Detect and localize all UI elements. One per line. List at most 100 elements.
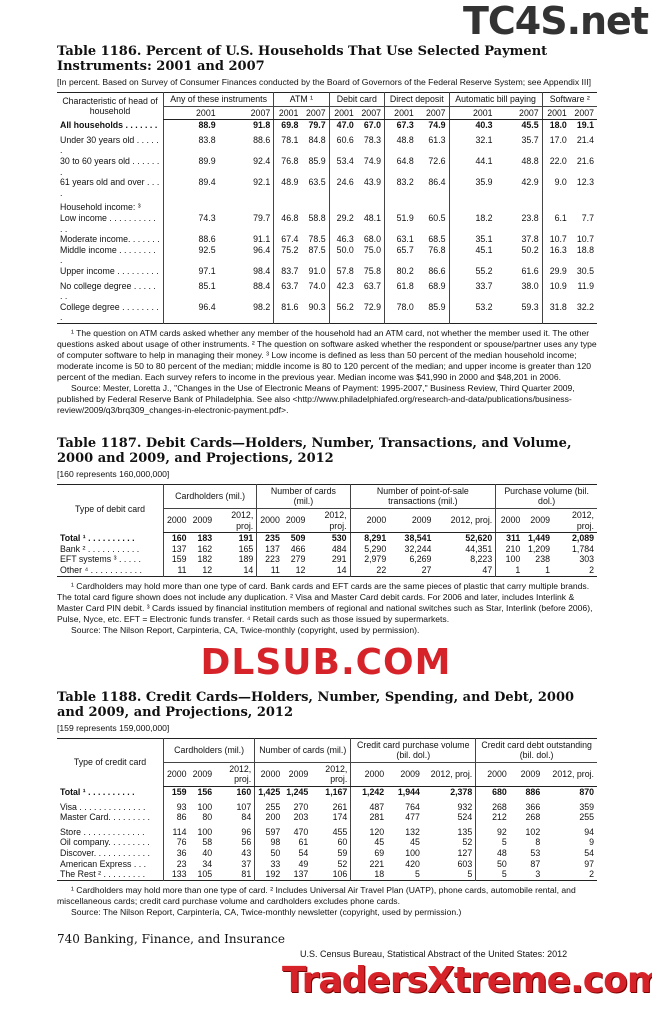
data-cell [219,198,274,213]
data-cell: 40 [202,847,213,858]
data-cell: 68.5 [428,234,446,245]
table-row: Low income . . . . . . . . . . . . 74.3 79… [57,212,597,235]
table-row: Moderate income. . . . . . . 88.6 91.1 67.4… [57,234,597,245]
data-cell: 37.8 [521,234,539,245]
row-label: Moderate income. . . . . . . [60,234,160,245]
row-label: Under 30 years old . . . . . . [60,134,159,156]
year-header: 2009 [389,508,435,534]
data-cell: 48.8 [521,155,539,166]
data-cell: 74.0 [308,280,326,291]
data-cell: 12 [202,565,213,576]
data-cell: 52 [462,837,473,848]
data-cell: 270 [293,801,309,812]
data-cell: 18 [350,869,388,881]
year-header: 2000 [256,508,283,534]
data-cell [301,198,329,213]
data-cell: 61.8 [383,276,417,302]
year-header: 2009 [387,762,423,788]
table-1188-footnotes: ¹ Cardholders may hold more than one typ… [57,884,576,906]
data-cell: 85.1 [162,276,219,302]
data-cell: 359 [579,801,594,812]
year-header: 2012, proj. [552,508,597,534]
data-cell: 78.0 [383,301,417,324]
data-cell: 886 [525,787,541,797]
data-cell: 38,541 [404,533,432,544]
row-label: 30 to 60 years old . . . . . . . [60,155,160,177]
data-cell: 63.7 [273,276,302,302]
data-cell: 67.4 [273,234,302,245]
table-row: Visa . . . . . . . . . . . . . . 93 100 107… [57,797,597,813]
stub-header: Type of debit card [75,503,145,514]
data-cell: 1,425 [254,786,284,798]
data-cell: 5 [414,869,420,880]
data-cell: 5 [475,869,510,881]
year-header: 2009 [189,508,216,534]
data-cell: 63.1 [383,234,417,245]
data-cell: 420 [405,858,420,869]
data-cell [357,198,385,213]
data-cell: 6.1 [541,212,570,235]
table-row: Store . . . . . . . . . . . . . 114 100 96 5… [57,822,597,838]
table-1186-title: Table 1186. Percent of U.S. Households T… [57,44,548,74]
data-cell: 50.2 [521,244,539,255]
data-cell: 84.8 [308,134,326,145]
year-header: 2000 [162,762,190,788]
data-cell: 94 [584,826,594,837]
data-cell: 12 [295,565,306,576]
table-row: The Rest ² . . . . . . . . . 133 105 81 192 1… [57,869,597,881]
table-row: 61 years old and over . . . . 89.4 92.1 48.… [57,177,597,199]
data-cell: 100 [197,801,213,812]
data-cell: 45 [410,837,420,848]
table-1187-section: Table 1187. Debit Cards—Holders, Number,… [57,436,597,636]
year-header: 2001 [328,106,357,121]
data-cell: 52,620 [465,533,493,544]
data-cell: 43.9 [363,177,381,188]
data-cell: 455 [332,826,348,837]
data-cell: 72.6 [428,155,446,166]
data-cell: 156 [197,787,213,797]
data-cell: 107 [236,801,252,812]
column-group-header: Automatic bill paying [448,92,543,107]
data-cell [417,198,449,213]
year-header: 2012, proj. [422,762,476,788]
table-row: Total ¹ . . . . . . . . . . 160 183 191 235 5… [57,532,597,544]
data-cell: 69 [350,847,388,859]
data-cell [496,198,543,213]
data-cell: 30.5 [576,265,594,276]
data-cell: 59 [337,847,348,858]
data-cell: 74.9 [363,155,381,166]
data-cell: 137 [256,543,283,555]
data-cell: 88.9 [162,119,219,131]
data-cell: 18.8 [576,244,594,255]
data-cell: 192 [254,869,284,881]
data-cell: 78.3 [363,134,381,145]
data-cell: 60 [337,837,348,848]
data-cell: 11 [256,565,283,577]
table-row: Upper income . . . . . . . . . 97.1 98.4 83… [57,265,597,277]
data-cell: 189 [238,554,254,565]
data-cell: 5,290 [349,543,390,555]
data-cell: 1,167 [325,787,348,797]
row-label: Visa . . . . . . . . . . . . . . [60,801,146,812]
data-cell: 14 [336,565,347,576]
year-header: 2001 [541,106,570,121]
table-1186-source: Source: Mester, Loretta J., "Changes in … [57,382,575,415]
row-label: Total ¹ . . . . . . . . . . [60,532,135,543]
data-cell: 509 [290,533,306,544]
data-cell: 76 [162,837,190,848]
data-cell: 268 [475,797,510,813]
data-cell: 33.7 [448,276,496,302]
row-label: Master Card. . . . . . . . . [60,812,150,823]
data-cell: 45.5 [521,120,539,131]
column-group-header: Number of cards (mil.) [256,484,351,510]
data-cell: 47.0 [328,119,357,131]
row-label: Discover. . . . . . . . . . . . [60,847,150,858]
year-header: 2007 [569,106,597,121]
data-cell: 54 [584,847,594,858]
data-cell: 72.9 [363,301,381,312]
data-cell: 530 [331,533,347,544]
data-cell: 75.2 [273,244,302,266]
data-cell: 96 [241,826,252,837]
data-cell: 135 [457,826,473,837]
